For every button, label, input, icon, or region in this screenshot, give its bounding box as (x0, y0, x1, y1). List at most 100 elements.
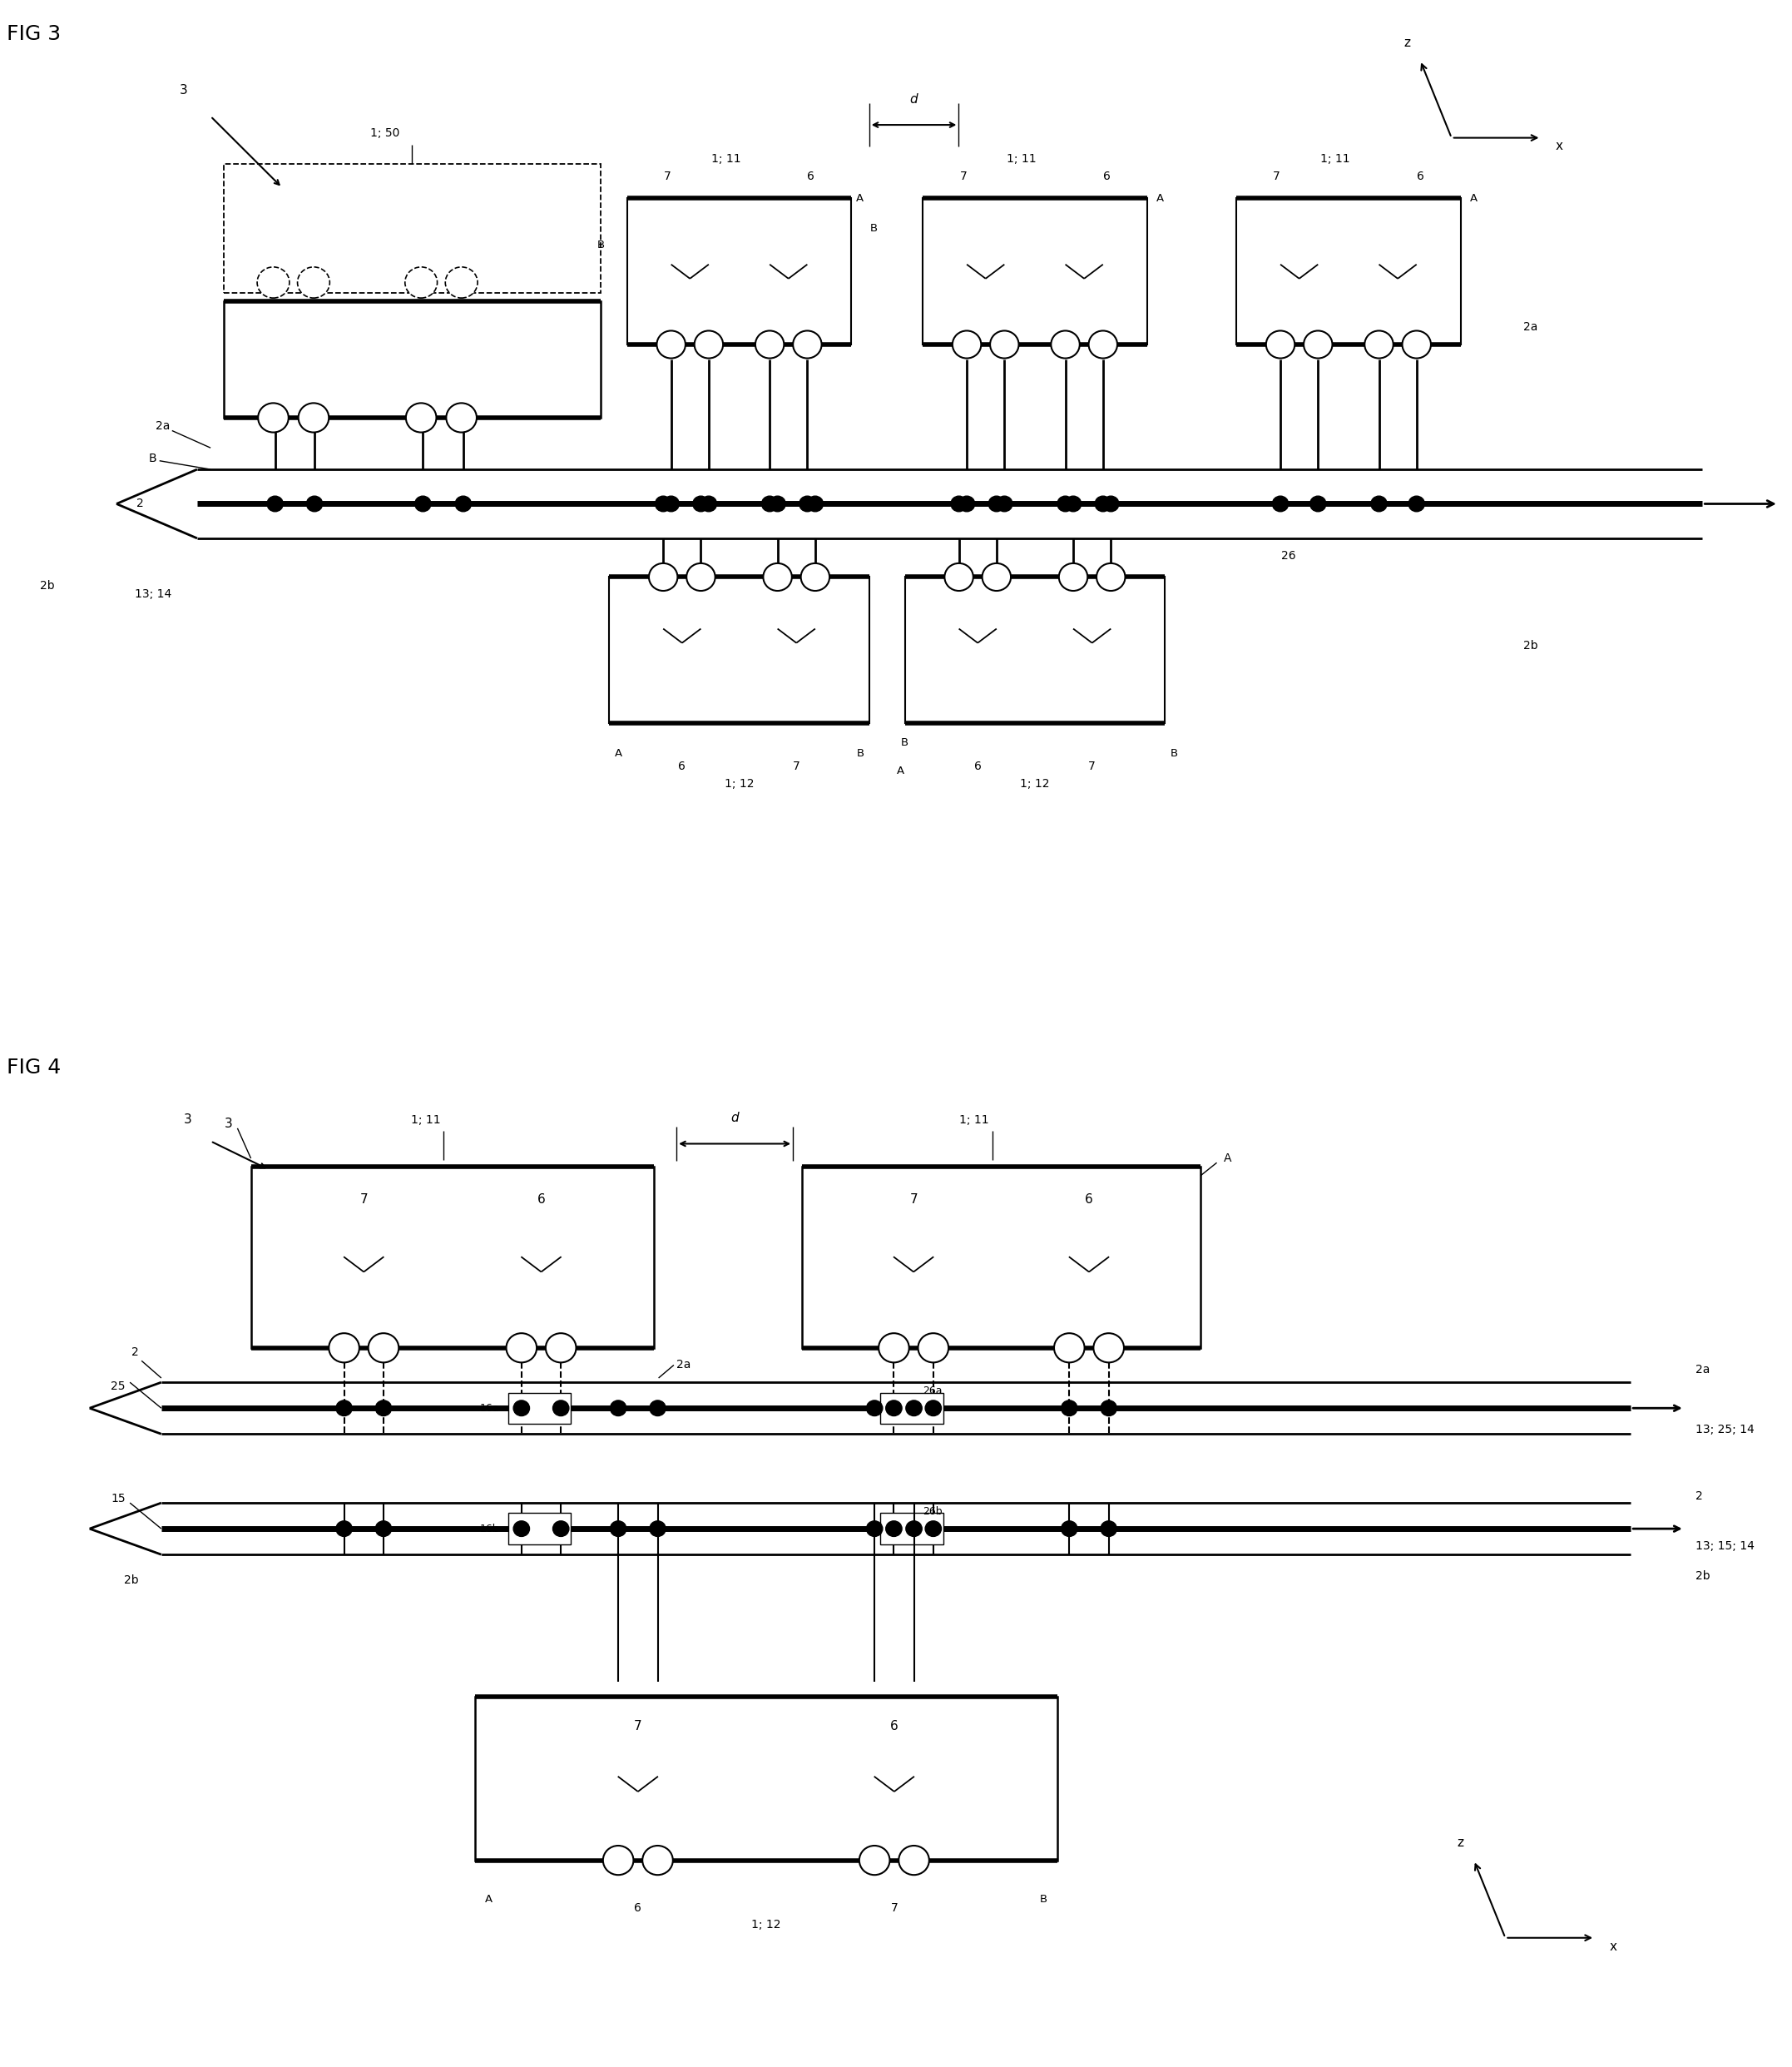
Text: 2b: 2b (1695, 1571, 1710, 1581)
Circle shape (306, 496, 323, 511)
Circle shape (763, 564, 792, 591)
Text: 6: 6 (679, 761, 686, 773)
Circle shape (405, 403, 437, 432)
Circle shape (297, 403, 330, 432)
Circle shape (867, 1401, 882, 1416)
Text: B: B (857, 748, 864, 759)
Text: B: B (1039, 1893, 1048, 1904)
Bar (609, 577, 869, 723)
Circle shape (376, 1521, 391, 1536)
Circle shape (649, 564, 677, 591)
Circle shape (1090, 331, 1118, 358)
Circle shape (1409, 496, 1425, 511)
Bar (507, 1513, 570, 1544)
Text: 1; 11: 1; 11 (1007, 153, 1036, 165)
Bar (1236, 198, 1460, 345)
Circle shape (650, 1401, 667, 1416)
Circle shape (1366, 331, 1394, 358)
Bar (507, 1393, 570, 1424)
Bar (475, 1697, 1057, 1860)
Text: B: B (1170, 748, 1177, 759)
Bar (803, 1168, 1201, 1348)
Circle shape (446, 403, 477, 432)
Text: 1; 50: 1; 50 (371, 128, 400, 138)
Text: 16b: 16b (480, 1523, 498, 1534)
Text: 15: 15 (111, 1492, 125, 1505)
Circle shape (376, 1401, 391, 1416)
Text: B: B (901, 738, 909, 748)
Text: 6: 6 (538, 1193, 545, 1205)
Circle shape (806, 496, 823, 511)
Text: 2b: 2b (41, 581, 56, 591)
Circle shape (959, 496, 975, 511)
Text: d: d (731, 1112, 738, 1124)
Circle shape (1061, 1401, 1077, 1416)
Circle shape (801, 564, 830, 591)
Circle shape (337, 1521, 351, 1536)
Circle shape (701, 496, 717, 511)
Circle shape (446, 267, 477, 298)
Text: x: x (1609, 1941, 1616, 1953)
Circle shape (297, 267, 330, 298)
Circle shape (1265, 331, 1294, 358)
Circle shape (1371, 496, 1387, 511)
Text: 3: 3 (179, 85, 188, 97)
Text: z: z (1403, 37, 1410, 50)
Text: 7: 7 (1088, 761, 1095, 773)
Text: 7: 7 (959, 172, 968, 182)
Circle shape (944, 564, 973, 591)
Circle shape (258, 267, 290, 298)
Circle shape (1100, 1401, 1116, 1416)
Circle shape (1097, 564, 1125, 591)
Text: 7: 7 (891, 1902, 898, 1914)
Circle shape (762, 496, 778, 511)
Text: 2: 2 (1695, 1490, 1702, 1503)
Circle shape (650, 1521, 667, 1536)
Text: 1; 12: 1; 12 (751, 1918, 781, 1931)
Text: A: A (1469, 192, 1478, 203)
Text: B: B (597, 240, 606, 250)
Circle shape (1095, 496, 1111, 511)
Circle shape (1050, 331, 1079, 358)
Text: 2a: 2a (677, 1360, 692, 1370)
Text: 13; 14: 13; 14 (134, 589, 172, 599)
Circle shape (330, 1333, 360, 1362)
Circle shape (769, 496, 785, 511)
Text: 2a: 2a (156, 420, 170, 432)
Text: A: A (857, 192, 864, 203)
Circle shape (337, 1401, 351, 1416)
Bar (224, 163, 600, 294)
Text: 6: 6 (806, 172, 815, 182)
Text: A: A (896, 765, 905, 777)
Circle shape (1272, 496, 1288, 511)
Circle shape (799, 496, 815, 511)
Circle shape (552, 1521, 568, 1536)
Circle shape (860, 1846, 889, 1875)
Text: 26: 26 (1281, 550, 1296, 562)
Circle shape (369, 1333, 400, 1362)
Circle shape (1403, 331, 1432, 358)
Text: 13; 15; 14: 13; 15; 14 (1695, 1540, 1754, 1552)
Circle shape (885, 1401, 901, 1416)
Circle shape (258, 403, 289, 432)
Circle shape (694, 496, 710, 511)
Circle shape (505, 1333, 538, 1362)
Circle shape (1102, 496, 1118, 511)
Text: 6: 6 (1102, 172, 1111, 182)
Circle shape (513, 1521, 530, 1536)
Text: 7: 7 (634, 1720, 642, 1732)
Text: 7: 7 (360, 1193, 367, 1205)
Text: FIG 3: FIG 3 (7, 25, 61, 43)
Circle shape (1061, 1521, 1077, 1536)
Circle shape (686, 564, 715, 591)
Circle shape (1059, 564, 1088, 591)
Circle shape (996, 496, 1012, 511)
Text: A: A (1224, 1153, 1231, 1164)
Circle shape (1093, 1333, 1124, 1362)
Text: 3: 3 (224, 1118, 233, 1131)
Circle shape (952, 496, 968, 511)
Text: A: A (1156, 192, 1165, 203)
Bar (224, 302, 600, 418)
Circle shape (513, 1401, 530, 1416)
Circle shape (267, 496, 283, 511)
